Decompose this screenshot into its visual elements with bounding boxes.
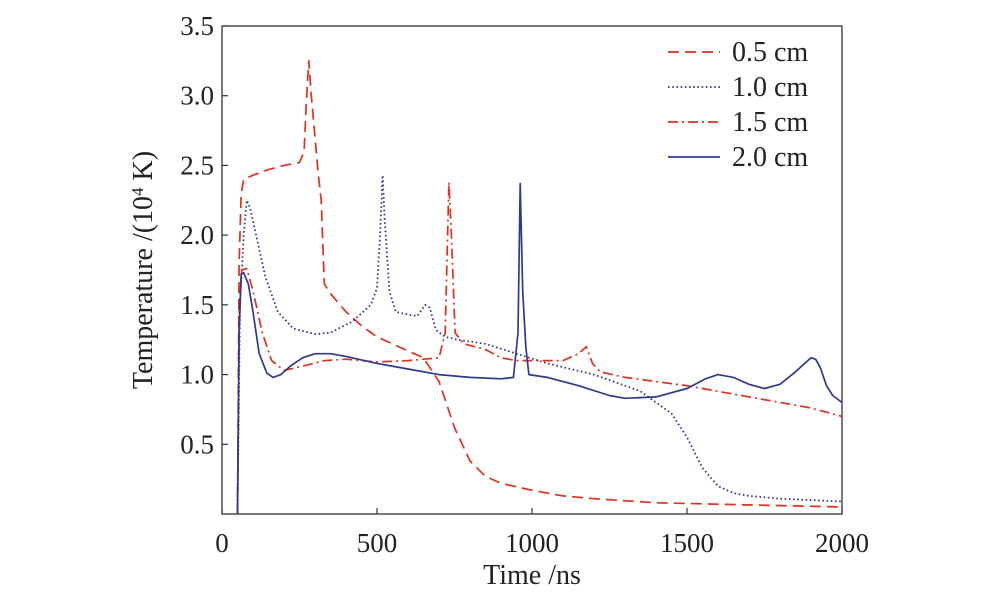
- series-layer: [236, 60, 843, 515]
- series-line-1: [236, 60, 843, 515]
- x-tick-label: 2000: [815, 528, 869, 558]
- y-axis-title-unit: K): [128, 151, 159, 188]
- tick-layer: 0 500 1000 1500 2000 0.5 1.0 1.5 2.0 2.5 3.0 3.5: [180, 11, 869, 558]
- legend-label-1: 0.5 cm: [732, 37, 808, 68]
- x-tick-label: 500: [357, 528, 398, 558]
- y-tick-label: 2.5: [180, 150, 214, 180]
- legend-label-4: 2.0 cm: [732, 142, 808, 173]
- y-axis-title-exponent: 4: [128, 187, 147, 196]
- y-axis-title-main: Temperature /(10: [128, 196, 159, 389]
- series-line-3: [236, 181, 843, 515]
- y-tick-label: 3.5: [180, 11, 214, 41]
- x-tick-label: 0: [215, 528, 229, 558]
- legend: 0.5 cm 1.0 cm 1.5 cm 2.0 cm: [668, 37, 808, 173]
- series-line-4: [236, 182, 843, 515]
- y-tick-label: 3.0: [180, 81, 214, 111]
- x-tick-label: 1500: [660, 528, 714, 558]
- y-tick-label: 2.0: [180, 220, 214, 250]
- y-tick-label: 1.5: [180, 290, 214, 320]
- y-tick-label: 1.0: [180, 360, 214, 390]
- legend-label-3: 1.5 cm: [732, 107, 808, 138]
- legend-label-2: 1.0 cm: [732, 72, 808, 103]
- y-axis-title: Temperature /(104 K): [128, 151, 160, 389]
- x-axis-title: Time /ns: [483, 560, 581, 591]
- x-tick-label: 1000: [505, 528, 559, 558]
- y-tick-label: 0.5: [180, 429, 214, 459]
